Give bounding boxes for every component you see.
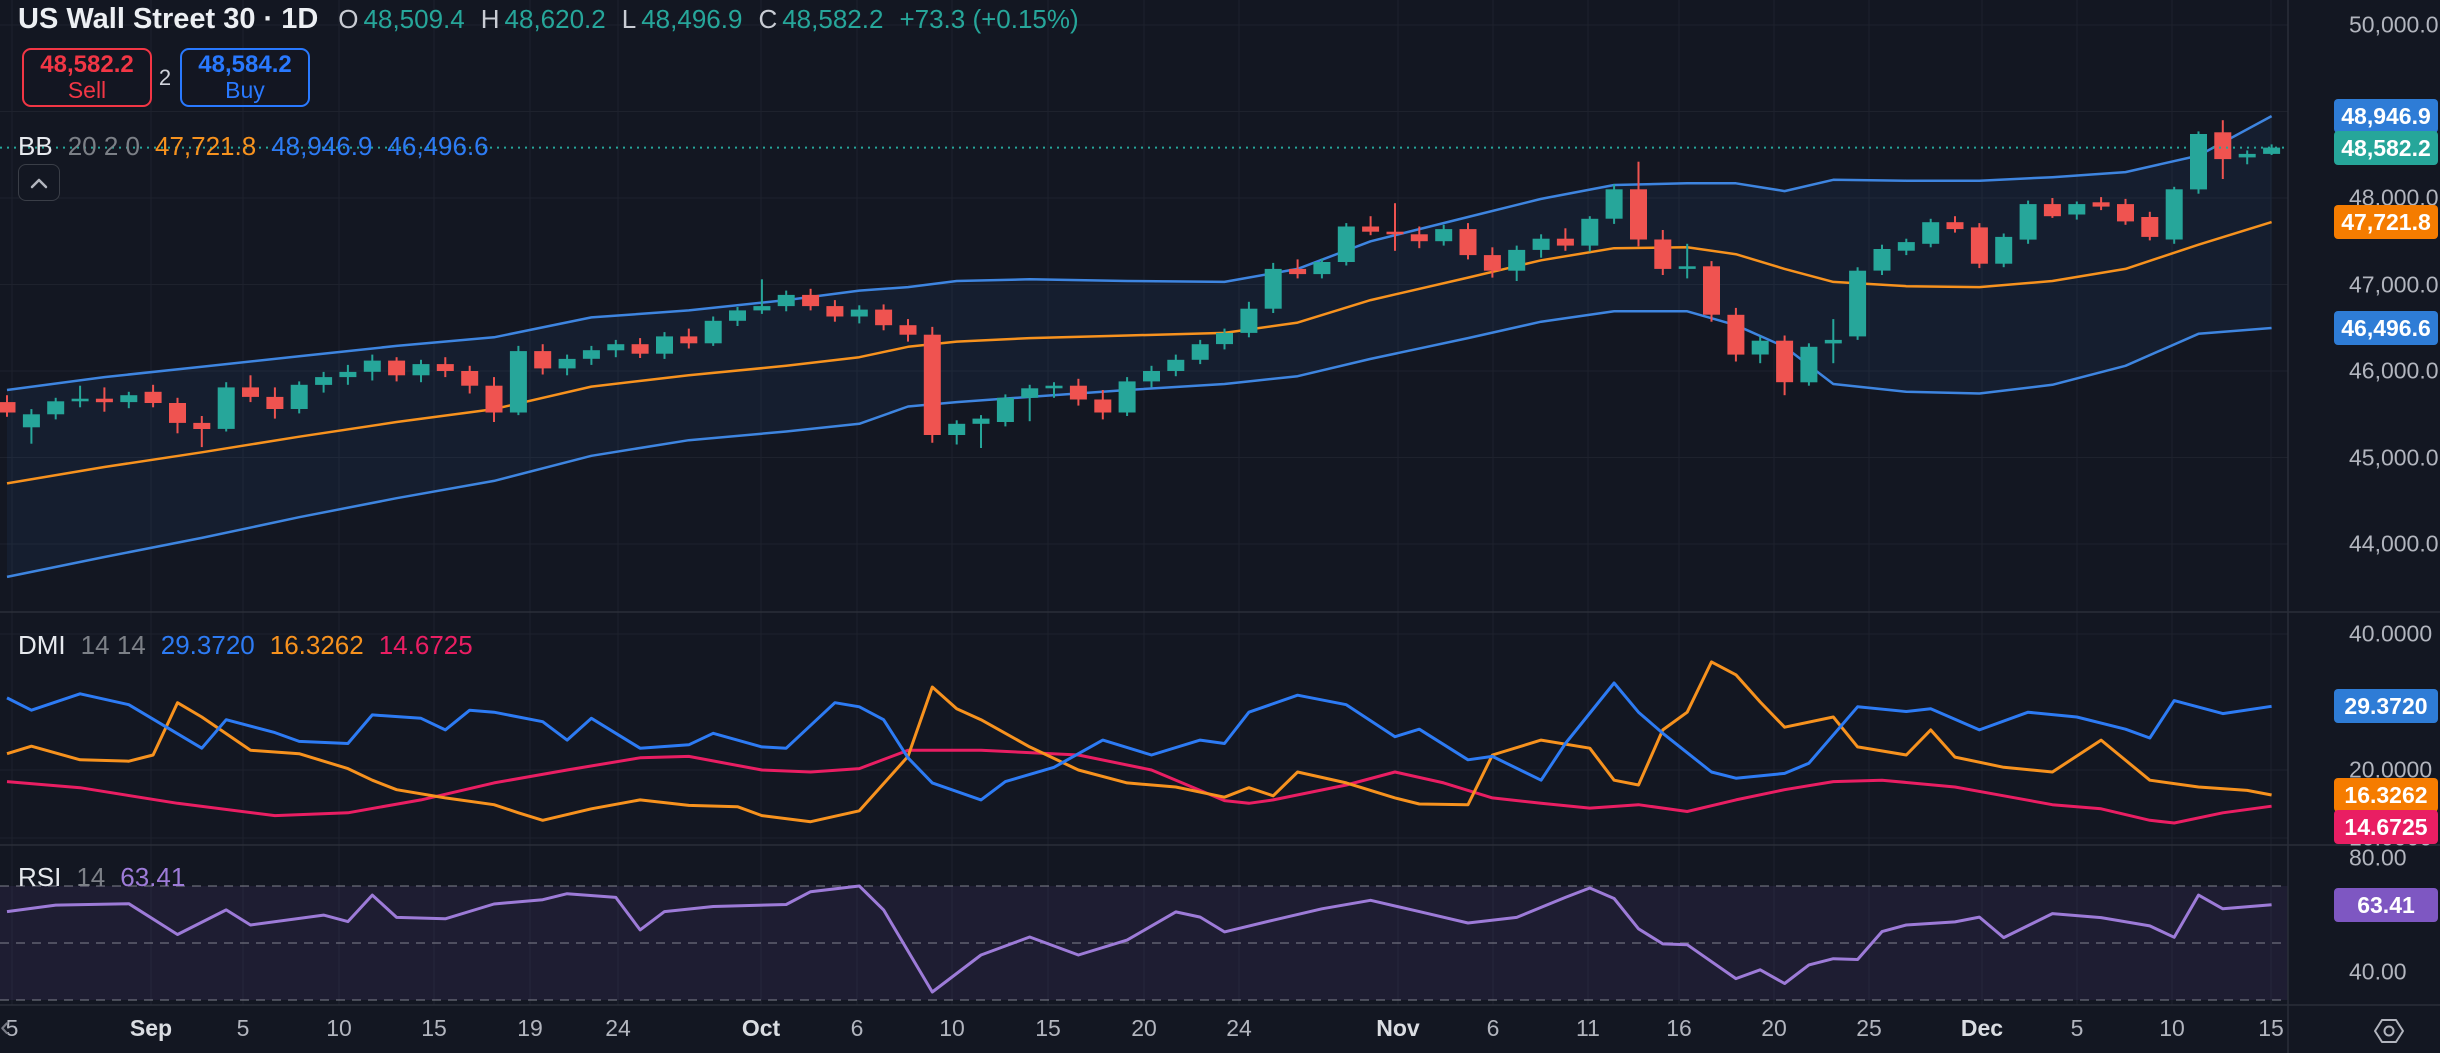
open-label: O bbox=[338, 4, 359, 34]
bb-indicator-legend[interactable]: BB 20 2 0 47,721.8 48,946.9 46,496.6 bbox=[18, 131, 489, 162]
time-axis-day-label: 6 bbox=[850, 1015, 864, 1041]
time-axis-day-label: 15 bbox=[2258, 1015, 2284, 1041]
time-axis-day-label: 6 bbox=[1486, 1015, 1500, 1041]
close-label: C bbox=[758, 4, 778, 34]
buy-button[interactable]: 48,584.2 Buy bbox=[180, 48, 310, 107]
open-value: 48,509.4 bbox=[363, 4, 465, 34]
dmi-minus-di-value: 16.3262 bbox=[269, 630, 364, 660]
symbol-header: US Wall Street 30 · 1D O 48,509.4 H 48,620… bbox=[18, 3, 1079, 36]
bb-upper-value: 48,946.9 bbox=[271, 131, 373, 161]
time-axis-day-label: 5 bbox=[236, 1015, 250, 1041]
price-badge: 46,496.6 bbox=[2334, 311, 2438, 345]
price-badge: 48,582.2 bbox=[2334, 131, 2438, 165]
sell-button[interactable]: 48,582.2 Sell bbox=[22, 48, 152, 107]
low-label: L bbox=[621, 4, 637, 34]
price-axis-label: 46,000.0 bbox=[2349, 357, 2439, 384]
time-axis-day-label: 10 bbox=[2159, 1015, 2185, 1041]
price-badge: 48,946.9 bbox=[2334, 99, 2438, 133]
dmi-pane[interactable] bbox=[6, 660, 2272, 825]
rsi-value: 63.41 bbox=[120, 862, 186, 892]
rsi-axis-label: 40.00 bbox=[2349, 958, 2407, 985]
bb-name: BB bbox=[18, 131, 53, 161]
time-axis-day-label: 24 bbox=[605, 1015, 631, 1041]
high-value: 48,620.2 bbox=[504, 4, 606, 34]
time-axis-day-label: 15 bbox=[1035, 1015, 1061, 1041]
time-axis-day-label: 19 bbox=[517, 1015, 543, 1041]
sell-price: 48,582.2 bbox=[40, 50, 134, 78]
time-axis-day-label: 24 bbox=[1226, 1015, 1252, 1041]
time-axis-month-label: Dec bbox=[1960, 1015, 2004, 1041]
dmi-name: DMI bbox=[18, 630, 66, 660]
spread-value: 2 bbox=[158, 65, 172, 90]
buy-label: Buy bbox=[225, 77, 265, 104]
low-value: 48,496.9 bbox=[641, 4, 743, 34]
time-axis-day-label: 16 bbox=[1666, 1015, 1692, 1041]
price-axis-label: 50,000.0 bbox=[2349, 11, 2439, 38]
bb-basis-value: 47,721.8 bbox=[154, 131, 257, 161]
dmi-badge: 29.3720 bbox=[2334, 689, 2438, 723]
dmi-axis-label: 40.0000 bbox=[2349, 620, 2433, 647]
rsi-pane[interactable] bbox=[0, 884, 2288, 1001]
bb-lower-value: 46,496.6 bbox=[387, 131, 489, 161]
buy-price: 48,584.2 bbox=[198, 50, 292, 78]
chevron-up-icon bbox=[30, 178, 48, 188]
price-axis-label: 47,000.0 bbox=[2349, 271, 2439, 298]
rsi-axis-label: 80.00 bbox=[2349, 844, 2407, 871]
gear-icon bbox=[2374, 1019, 2404, 1043]
time-axis-day-label: 20 bbox=[1131, 1015, 1157, 1041]
time-axis-month-label: Oct bbox=[741, 1015, 781, 1041]
rsi-badge: 63.41 bbox=[2334, 888, 2438, 922]
high-label: H bbox=[480, 4, 500, 34]
collapse-indicators-button[interactable] bbox=[18, 164, 60, 201]
time-axis-day-label: 25 bbox=[1856, 1015, 1882, 1041]
price-axis-label: 44,000.0 bbox=[2349, 530, 2439, 557]
rsi-indicator-legend[interactable]: RSI 14 63.41 bbox=[18, 862, 185, 893]
time-axis-day-label: 5 bbox=[2070, 1015, 2084, 1041]
dmi-adx-value: 14.6725 bbox=[378, 630, 473, 660]
scroll-left-icon[interactable]: ‹ bbox=[0, 1010, 10, 1043]
dmi-badge: 14.6725 bbox=[2334, 810, 2438, 844]
close-value: 48,582.2 bbox=[782, 4, 884, 34]
time-axis-day-label: 20 bbox=[1761, 1015, 1787, 1041]
rsi-name: RSI bbox=[18, 862, 62, 892]
price-badge: 47,721.8 bbox=[2334, 205, 2438, 239]
timezone-settings-icon[interactable] bbox=[2372, 1014, 2406, 1048]
dmi-badge: 16.3262 bbox=[2334, 778, 2438, 812]
symbol-title[interactable]: US Wall Street 30 · 1D bbox=[18, 3, 319, 35]
time-axis-day-label: 11 bbox=[1576, 1015, 1600, 1041]
time-axis-month-label: Sep bbox=[129, 1015, 173, 1041]
dmi-indicator-legend[interactable]: DMI 14 14 29.3720 16.3262 14.6725 bbox=[18, 630, 473, 661]
time-axis-day-label: 10 bbox=[939, 1015, 965, 1041]
time-axis-month-label: Nov bbox=[1376, 1015, 1420, 1041]
bb-params: 20 2 0 bbox=[67, 131, 140, 161]
ohlc-readout: O 48,509.4 H 48,620.2 L 48,496.9 C 48,582.2 … bbox=[338, 4, 1078, 35]
sell-label: Sell bbox=[67, 77, 107, 104]
time-axis-day-label: 15 bbox=[421, 1015, 447, 1041]
dmi-plus-di-value: 29.3720 bbox=[160, 630, 255, 660]
rsi-params: 14 bbox=[76, 862, 106, 892]
price-axis-label: 45,000.0 bbox=[2349, 444, 2439, 471]
dmi-params: 14 14 bbox=[80, 630, 146, 660]
price-pane[interactable] bbox=[0, 115, 2288, 579]
change-value: +73.3 (+0.15%) bbox=[899, 4, 1079, 34]
time-axis-day-label: 5 bbox=[5, 1015, 19, 1041]
time-axis-day-label: 10 bbox=[326, 1015, 352, 1041]
